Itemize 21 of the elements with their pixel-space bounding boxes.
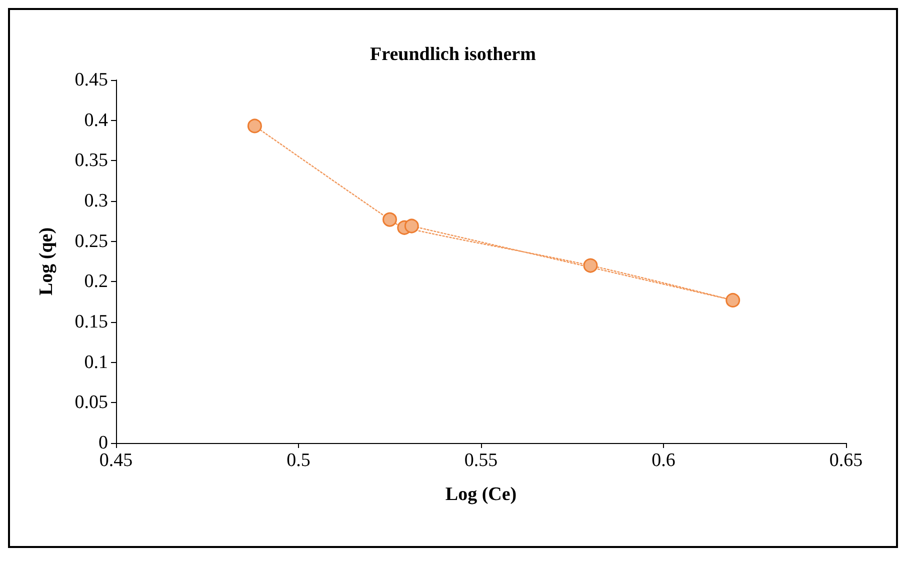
chart-title: Freundlich isotherm	[370, 44, 536, 65]
x-tick-label: 0.55	[464, 450, 498, 471]
point	[247, 118, 262, 134]
x-tick-label: 0.6	[652, 450, 676, 471]
y-tick-label: 0.25	[74, 230, 108, 252]
y-tick-label: 0.15	[74, 312, 108, 332]
x-axis-title: Log (Ce)	[445, 484, 517, 505]
y-axis-title: Log (qe)	[36, 227, 57, 296]
y-tick-label: 0.1	[84, 352, 108, 373]
y-tick-label: 0.05	[74, 392, 108, 414]
y-tick-label: 0.35	[74, 150, 108, 172]
y-tick-label: 0.2	[84, 271, 108, 292]
x-tick-label: 0.65	[829, 450, 863, 471]
point	[726, 292, 740, 308]
y-tick-label: 0.3	[84, 190, 108, 212]
point	[583, 258, 598, 273]
y-tick-label: 0.45	[74, 70, 108, 90]
point	[382, 212, 397, 227]
point	[404, 218, 419, 234]
x-tick-label: 0.5	[286, 450, 310, 471]
y-tick-label: 0.4	[84, 110, 108, 131]
